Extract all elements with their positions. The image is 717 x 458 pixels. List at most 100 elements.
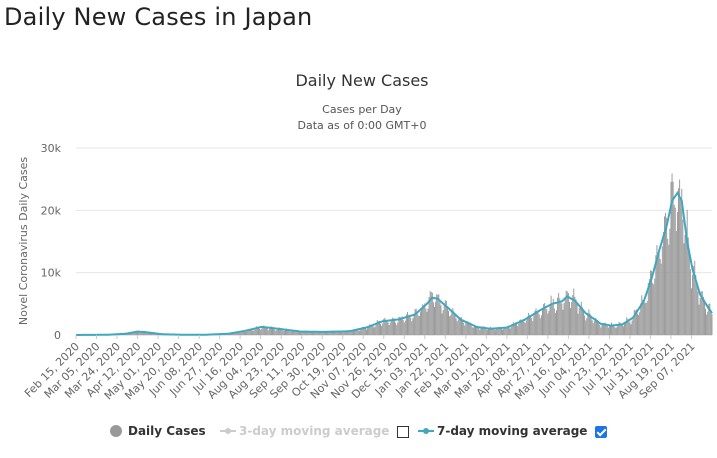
- daily-cases-bar: [495, 328, 497, 335]
- daily-cases-bar: [525, 320, 527, 335]
- daily-cases-bar: [282, 331, 284, 335]
- daily-cases-bar: [634, 310, 636, 335]
- daily-cases-bar: [361, 327, 363, 335]
- daily-cases-bar: [543, 304, 545, 335]
- daily-cases-bar: [317, 331, 319, 335]
- daily-cases-bar: [640, 303, 642, 335]
- daily-cases-bar: [614, 327, 616, 335]
- daily-cases-bar: [431, 292, 433, 335]
- daily-cases-bar: [381, 325, 383, 335]
- daily-cases-bar: [560, 302, 562, 335]
- daily-cases-bar: [492, 328, 494, 335]
- daily-cases-bar: [673, 204, 675, 335]
- daily-cases-bar: [584, 315, 586, 335]
- daily-cases-bar: [238, 332, 240, 335]
- daily-cases-bar: [286, 328, 288, 335]
- daily-cases-bar: [373, 327, 375, 335]
- daily-cases-bar: [644, 302, 646, 335]
- daily-cases-bar: [383, 318, 385, 335]
- daily-cases-bar: [416, 313, 418, 335]
- daily-cases-bar: [356, 329, 358, 335]
- daily-cases-bar: [403, 322, 405, 335]
- chart-subtitle: Cases per Day: [322, 103, 402, 116]
- daily-cases-bar: [254, 327, 256, 335]
- daily-cases-bar: [703, 300, 705, 335]
- daily-cases-bar: [351, 330, 353, 335]
- daily-cases-bar: [564, 296, 566, 335]
- daily-cases-bar: [512, 322, 514, 335]
- daily-cases-bar: [490, 326, 492, 335]
- daily-cases-bar: [554, 313, 556, 335]
- daily-cases-bar: [558, 292, 560, 335]
- legend-item-seven-day[interactable]: 7-day moving average: [418, 424, 587, 438]
- daily-cases-bar: [633, 309, 635, 335]
- daily-cases-bar: [262, 326, 264, 335]
- daily-cases-bar: [243, 331, 245, 335]
- daily-cases-bar: [649, 270, 651, 335]
- daily-cases-bar: [343, 332, 345, 335]
- daily-cases-bar: [510, 326, 512, 335]
- daily-cases-bar: [303, 331, 305, 335]
- daily-cases-bar: [472, 327, 474, 335]
- daily-cases-bar: [573, 288, 575, 335]
- y-axis-label: Novel Coronavirus Daily Cases: [17, 157, 30, 325]
- legend-item-daily-cases[interactable]: Daily Cases: [110, 424, 206, 438]
- daily-cases-bar: [331, 330, 333, 335]
- daily-cases-bar: [701, 291, 703, 335]
- three-day-checkbox[interactable]: [397, 426, 409, 438]
- daily-cases-bar: [513, 324, 515, 335]
- daily-cases-bar: [648, 279, 650, 335]
- daily-cases-bar: [518, 323, 520, 335]
- daily-cases-bar: [473, 325, 475, 335]
- daily-cases-bar: [541, 309, 543, 335]
- daily-cases-bar: [488, 328, 489, 335]
- daily-cases-bar: [606, 325, 608, 335]
- daily-cases-bar: [632, 316, 634, 335]
- daily-cases-bar: [678, 188, 680, 335]
- daily-cases-bar: [239, 331, 241, 335]
- legend-item-three-day[interactable]: 3-day moving average: [220, 424, 389, 438]
- daily-cases-bar: [321, 332, 323, 335]
- daily-cases-bar: [689, 269, 691, 335]
- y-tick-label: 30k: [41, 142, 62, 155]
- daily-cases-bar: [281, 329, 283, 335]
- daily-cases-bar: [509, 328, 511, 335]
- daily-cases-bar: [263, 325, 265, 335]
- daily-cases-bar: [422, 304, 424, 335]
- daily-cases-bar: [507, 326, 509, 335]
- daily-cases-bar: [411, 321, 413, 335]
- daily-cases-bar: [144, 332, 146, 335]
- daily-cases-bar: [402, 319, 404, 335]
- daily-cases-bar: [641, 295, 643, 335]
- daily-cases-bar: [481, 327, 483, 335]
- daily-cases-bar: [349, 331, 351, 335]
- daily-cases-bar: [307, 331, 309, 335]
- daily-cases-bar: [516, 323, 518, 335]
- daily-cases-bar: [565, 290, 567, 335]
- daily-cases-bar: [646, 301, 648, 335]
- daily-cases-bar: [577, 313, 579, 335]
- daily-cases-bar: [544, 303, 546, 335]
- daily-cases-bar: [154, 333, 156, 335]
- daily-cases-bar: [710, 309, 712, 335]
- daily-cases-bar: [539, 318, 541, 335]
- daily-cases-bar: [697, 291, 699, 335]
- daily-cases-bar: [659, 258, 661, 335]
- daily-cases-bar: [289, 331, 291, 335]
- daily-cases-bar: [438, 294, 440, 335]
- daily-cases-bar: [269, 326, 271, 335]
- daily-cases-bar: [134, 331, 136, 335]
- daily-cases-bar: [479, 329, 481, 335]
- daily-cases-bar: [130, 333, 132, 335]
- y-tick-label: 0: [54, 329, 61, 342]
- daily-cases-bar: [456, 321, 458, 335]
- daily-cases-bar: [593, 321, 595, 335]
- daily-cases-bar: [585, 320, 587, 335]
- daily-cases-bar: [392, 318, 394, 335]
- daily-cases-bar: [661, 246, 663, 335]
- seven-day-checkbox[interactable]: [595, 426, 607, 438]
- daily-cases-bar: [595, 319, 597, 335]
- daily-cases-bar: [435, 301, 437, 335]
- daily-cases-bar: [610, 324, 611, 335]
